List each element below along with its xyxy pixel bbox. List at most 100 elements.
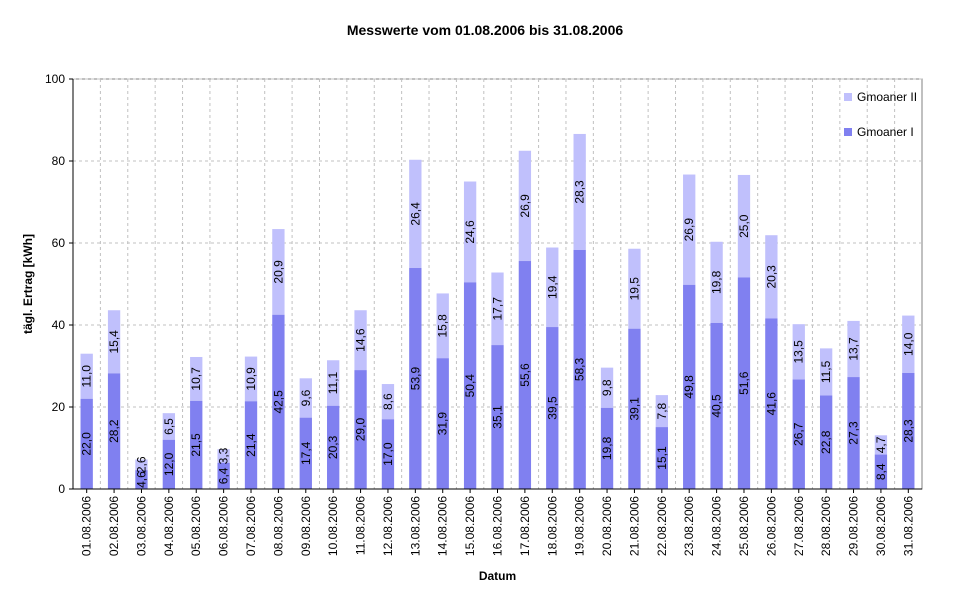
data-label-gmoaner-ii: 15,8 xyxy=(436,314,450,338)
x-tick-label: 11.08.2006 xyxy=(354,496,368,555)
y-tick-label: 60 xyxy=(52,236,66,250)
x-tick-label: 28.08.2006 xyxy=(819,496,833,556)
legend-label-gmoaner-ii: Gmoaner II xyxy=(857,90,917,104)
data-label-gmoaner-ii: 11,0 xyxy=(80,365,94,388)
data-label-gmoaner-i: 29,0 xyxy=(354,418,368,442)
bar-gmoaner-i xyxy=(600,407,614,489)
data-label-gmoaner-i: 49,8 xyxy=(682,375,696,399)
x-tick-label: 26.08.2006 xyxy=(764,496,778,556)
data-label-gmoaner-ii: 15,4 xyxy=(107,330,121,354)
bar-gmoaner-ii xyxy=(819,348,833,396)
bar-gmoaner-ii xyxy=(354,310,367,371)
x-tick-label: 04.08.2006 xyxy=(162,496,176,556)
bar-gmoaner-i xyxy=(436,358,449,489)
data-label-gmoaner-i: 50,4 xyxy=(463,374,477,398)
bar-gmoaner-i xyxy=(573,249,586,489)
data-label-gmoaner-ii: 25,0 xyxy=(737,214,751,238)
bar-gmoaner-i xyxy=(162,439,176,489)
data-label-gmoaner-ii: 13,7 xyxy=(847,337,861,361)
x-tick-label: 02.08.2006 xyxy=(107,496,121,556)
x-tick-label: 01.08.2006 xyxy=(80,496,94,556)
bar-gmoaner-ii xyxy=(600,367,614,408)
x-tick-label: 21.08.2006 xyxy=(627,496,641,556)
legend-label-gmoaner-i: Gmoaner I xyxy=(857,125,914,139)
bar-gmoaner-ii xyxy=(217,449,230,463)
bar-gmoaner-ii xyxy=(381,384,395,420)
bar-gmoaner-ii xyxy=(765,235,778,319)
data-label-gmoaner-ii: 10,9 xyxy=(244,367,258,391)
x-tick-label: 23.08.2006 xyxy=(682,496,696,556)
data-label-gmoaner-i: 20,3 xyxy=(326,435,340,459)
x-tick-label: 24.08.2006 xyxy=(710,496,724,556)
x-tick-label: 13.08.2006 xyxy=(408,496,422,556)
bar-gmoaner-ii xyxy=(491,272,504,346)
data-label-gmoaner-i: 22,0 xyxy=(80,432,94,456)
data-label-gmoaner-i: 21,4 xyxy=(244,433,258,457)
bar-gmoaner-i xyxy=(244,401,258,489)
bar-gmoaner-i xyxy=(135,470,148,489)
bar-gmoaner-ii xyxy=(710,241,723,323)
y-tick-label: 40 xyxy=(52,318,66,332)
data-label-gmoaner-ii: 13,5 xyxy=(792,340,806,364)
bar-gmoaner-i xyxy=(354,370,367,489)
y-tick-label: 0 xyxy=(58,482,65,496)
bar-gmoaner-ii xyxy=(107,310,121,374)
bar-gmoaner-i xyxy=(190,400,203,489)
data-label-gmoaner-ii: 19,5 xyxy=(627,277,641,301)
bar-gmoaner-ii xyxy=(244,356,258,402)
data-label-gmoaner-ii: 8,6 xyxy=(381,393,395,410)
bar-gmoaner-ii xyxy=(573,133,586,250)
data-label-gmoaner-i: 26,7 xyxy=(792,422,806,446)
data-label-gmoaner-i: 17,0 xyxy=(381,442,395,466)
x-tick-label: 15.08.2006 xyxy=(463,496,477,556)
legend-swatch-gmoaner-ii xyxy=(844,93,852,101)
bar-gmoaner-ii xyxy=(737,174,751,278)
bar-gmoaner-ii xyxy=(655,395,668,428)
bar-gmoaner-i xyxy=(546,327,559,489)
data-label-gmoaner-ii: 14,6 xyxy=(354,328,368,352)
bar-gmoaner-ii xyxy=(190,356,203,401)
data-label-gmoaner-i: 51,6 xyxy=(737,371,751,395)
bar-gmoaner-ii xyxy=(683,174,696,285)
bar-gmoaner-ii xyxy=(518,150,532,262)
x-tick-label: 03.08.2006 xyxy=(134,496,148,556)
x-tick-label: 31.08.2006 xyxy=(901,496,915,556)
data-label-gmoaner-ii: 26,9 xyxy=(518,194,532,218)
data-label-gmoaner-ii: 20,3 xyxy=(764,265,778,289)
bar-gmoaner-i xyxy=(518,261,532,489)
data-label-gmoaner-ii: 7,8 xyxy=(655,402,669,419)
bar-gmoaner-i xyxy=(628,328,641,489)
bar-gmoaner-ii xyxy=(80,353,93,399)
y-tick-label: 100 xyxy=(45,72,65,86)
data-label-gmoaner-ii: 2,6 xyxy=(134,456,148,473)
data-label-gmoaner-ii: 24,6 xyxy=(463,220,477,244)
data-label-gmoaner-i: 55,6 xyxy=(518,363,532,387)
bar-gmoaner-i xyxy=(874,454,888,489)
x-tick-label: 17.08.2006 xyxy=(518,496,532,556)
bar-gmoaner-ii xyxy=(135,459,148,471)
x-tick-label: 10.08.2006 xyxy=(326,496,340,556)
data-label-gmoaner-i: 40,5 xyxy=(710,394,724,418)
data-label-gmoaner-ii: 14,0 xyxy=(901,332,915,356)
legend-swatch-gmoaner-i xyxy=(844,128,852,136)
x-tick-label: 20.08.2006 xyxy=(600,496,614,556)
data-label-gmoaner-i: 27,3 xyxy=(847,421,861,445)
data-label-gmoaner-i: 22,8 xyxy=(819,430,833,454)
x-tick-label: 19.08.2006 xyxy=(573,496,587,556)
data-label-gmoaner-i: 58,3 xyxy=(573,357,587,381)
data-label-gmoaner-i: 15,1 xyxy=(655,446,669,470)
x-tick-label: 29.08.2006 xyxy=(847,496,861,556)
data-label-gmoaner-ii: 26,4 xyxy=(408,202,422,226)
data-label-gmoaner-ii: 11,5 xyxy=(819,360,833,383)
x-tick-label: 27.08.2006 xyxy=(792,496,806,556)
data-label-gmoaner-ii: 6,5 xyxy=(162,418,176,435)
data-label-gmoaner-ii: 19,4 xyxy=(545,275,559,299)
data-label-gmoaner-i: 35,1 xyxy=(491,405,505,429)
x-tick-label: 22.08.2006 xyxy=(655,496,669,556)
y-tick-label: 20 xyxy=(52,400,66,414)
bar-gmoaner-i xyxy=(491,345,504,489)
bar-gmoaner-ii xyxy=(162,413,176,440)
y-axis-title: tägl. Ertrag [kWh] xyxy=(21,234,35,334)
data-label-gmoaner-i: 21,5 xyxy=(189,433,203,457)
x-tick-label: 30.08.2006 xyxy=(874,496,888,556)
